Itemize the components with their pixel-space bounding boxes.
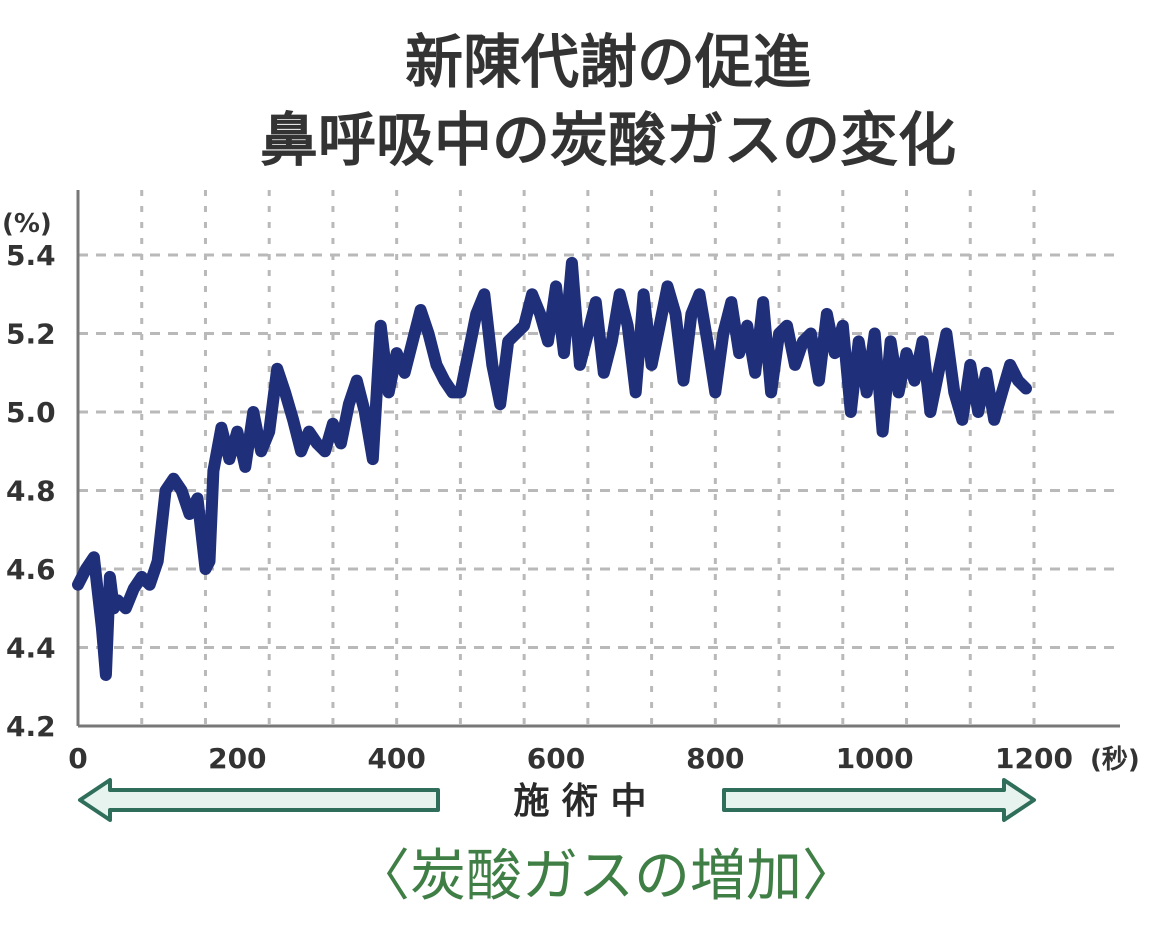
y-tick-label: 5.4 — [6, 239, 56, 272]
x-tick-label: 200 — [208, 742, 266, 775]
right-arrow-icon — [722, 778, 1036, 822]
x-tick-labels: 0 200 400 600 800 1000 1200 — [68, 742, 1073, 775]
x-tick-label: 400 — [367, 742, 425, 775]
chart-caption: 〈炭酸ガスの増加〉 — [354, 844, 858, 909]
x-tick-label: 0 — [68, 742, 87, 775]
chart-title-line-1: 新陳代謝の促進 — [405, 28, 811, 96]
left-arrow-icon — [78, 778, 440, 822]
series-line — [72, 256, 1032, 681]
plot-axes — [76, 190, 1120, 728]
y-tick-label: 5.0 — [6, 396, 56, 429]
y-tick-label: 4.4 — [6, 632, 56, 665]
x-tick-label: 600 — [527, 742, 585, 775]
x-tick-label: 1200 — [995, 742, 1073, 775]
y-tick-label: 4.6 — [6, 553, 56, 586]
y-tick-labels: 4.2 4.4 4.6 4.8 5.0 5.2 5.4 — [6, 239, 56, 743]
x-tick-label: 800 — [686, 742, 744, 775]
y-tick-label: 4.8 — [6, 475, 56, 508]
x-tick-label: 1000 — [836, 742, 914, 775]
chart-title-line-2: 鼻呼吸中の炭酸ガスの変化 — [260, 106, 956, 174]
y-axis-unit: (%) — [2, 209, 52, 239]
treatment-period-band: 施 術 中 — [78, 778, 1036, 822]
y-tick-label: 5.2 — [6, 318, 56, 351]
treatment-period-label: 施 術 中 — [513, 781, 646, 822]
series-layer — [72, 256, 1032, 681]
y-tick-label: 4.2 — [6, 710, 56, 743]
x-axis-unit: (秒) — [1090, 745, 1140, 775]
